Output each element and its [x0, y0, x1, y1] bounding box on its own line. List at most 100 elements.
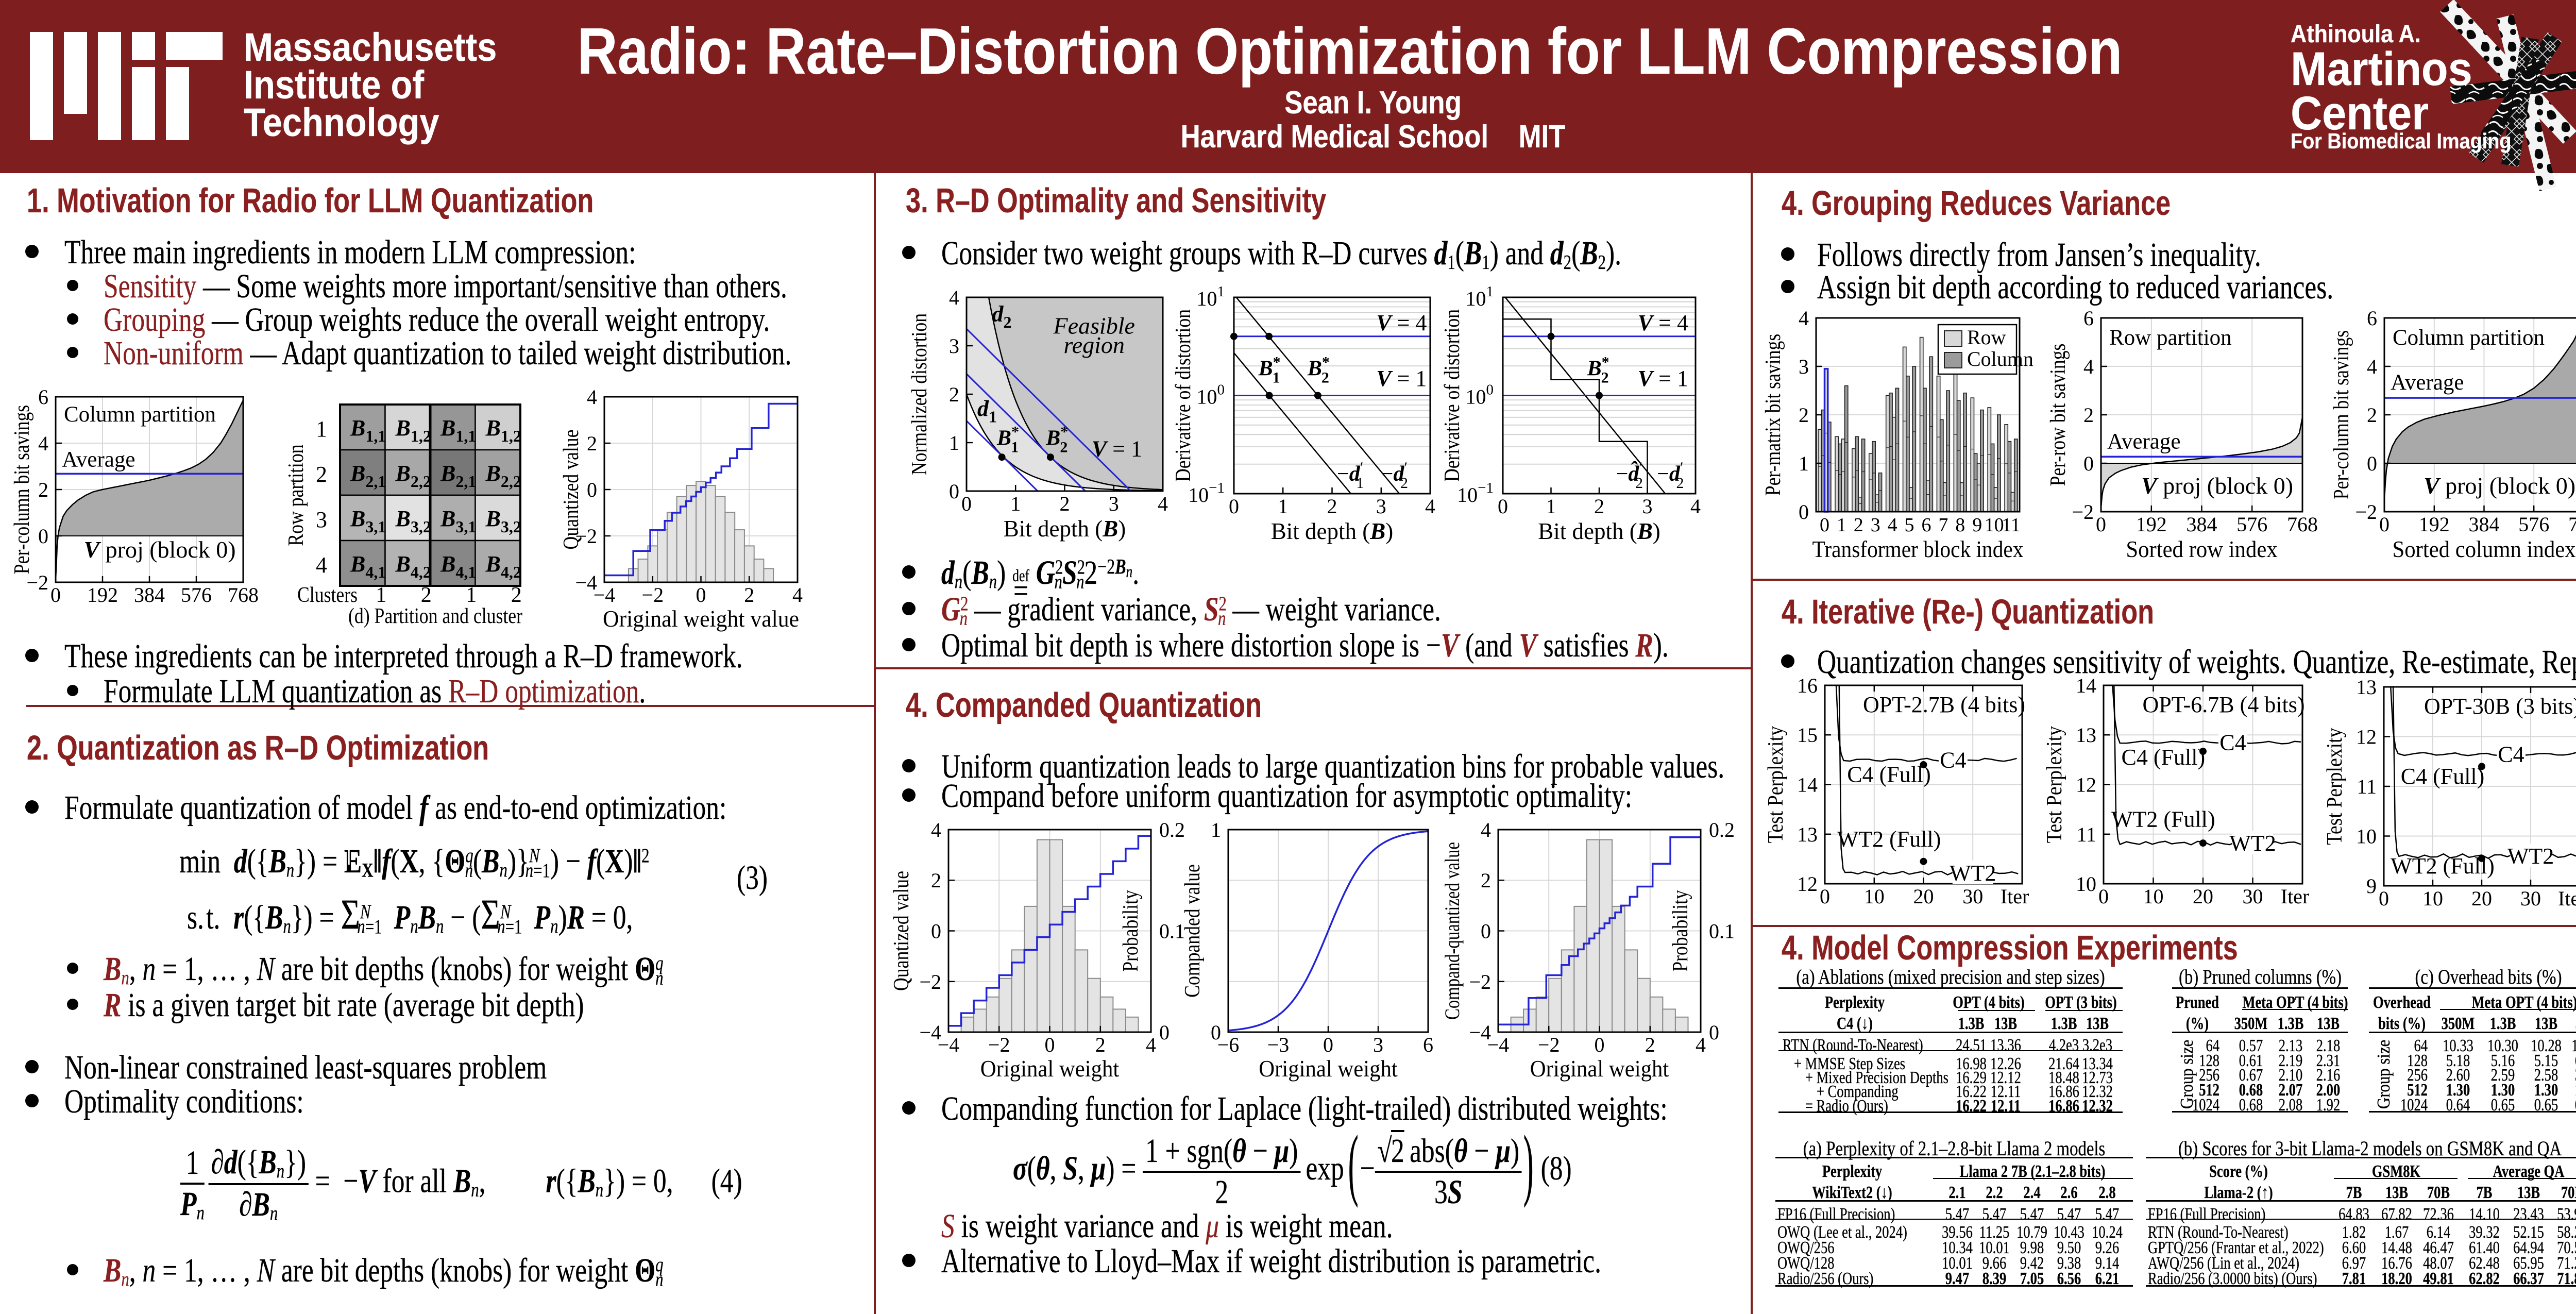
svg-text:3: 3 [1109, 492, 1119, 515]
svg-text:0.1: 0.1 [1159, 920, 1185, 943]
svg-text:0: 0 [961, 492, 972, 515]
svg-text:4: 4 [1158, 492, 1168, 515]
svg-text:2: 2 [1481, 869, 1491, 892]
svg-text:4: 4 [1888, 514, 1897, 536]
svg-text:6: 6 [38, 385, 48, 409]
svg-text:3: 3 [949, 334, 959, 358]
svg-text:0: 0 [2379, 887, 2389, 910]
svg-text:12: 12 [2076, 773, 2096, 797]
svg-text:OPT-30B (3 bits): OPT-30B (3 bits) [2424, 694, 2576, 719]
svg-text:6: 6 [1423, 1033, 1433, 1056]
svg-text:6: 6 [2367, 307, 2377, 330]
svg-text:Companded value: Companded value [1180, 864, 1204, 998]
svg-text:10−1: 10−1 [1457, 480, 1494, 507]
svg-text:OPT-2.7B (4 bits): OPT-2.7B (4 bits) [1863, 692, 2025, 717]
svg-text:0: 0 [38, 525, 48, 548]
svg-text:384: 384 [134, 583, 165, 607]
svg-text:Feasible: Feasible [1053, 313, 1134, 339]
svg-text:3: 3 [316, 507, 327, 532]
svg-text:Average: Average [2391, 370, 2464, 395]
svg-text:13: 13 [2076, 723, 2096, 747]
svg-text:20: 20 [2471, 887, 2492, 910]
svg-text:−d′1: −d′ 1 [1337, 459, 1364, 492]
svg-text:1: 1 [316, 416, 327, 442]
svg-text:1: 1 [466, 583, 477, 607]
svg-text:2: 2 [949, 383, 959, 406]
svg-text:4: 4 [1481, 818, 1491, 841]
svg-text:384: 384 [2469, 513, 2500, 536]
svg-text:Iter: Iter [2001, 885, 2029, 908]
svg-text:16: 16 [1797, 674, 1818, 697]
svg-text:2: 2 [1327, 495, 1337, 518]
svg-text:0: 0 [931, 920, 941, 943]
svg-text:30: 30 [2520, 887, 2541, 910]
svg-text:30: 30 [1962, 885, 1983, 908]
svg-text:0: 0 [1820, 885, 1830, 908]
svg-text:−d̂′2: −d̂′ 2 [1616, 459, 1643, 492]
svg-text:V = 4: V = 4 [1638, 310, 1688, 335]
svg-text:−4: −4 [575, 571, 597, 594]
svg-text:4: 4 [1696, 1033, 1706, 1056]
svg-text:Iter: Iter [2558, 887, 2576, 910]
svg-text:2: 2 [511, 583, 522, 607]
svg-text:2: 2 [2083, 403, 2094, 427]
svg-text:C4 (Full): C4 (Full) [1847, 762, 1931, 787]
svg-text:1: 1 [376, 583, 386, 607]
svg-text:30: 30 [2243, 885, 2263, 908]
svg-text:Average: Average [2107, 429, 2180, 453]
svg-text:Iter: Iter [2281, 885, 2310, 908]
svg-text:WT2: WT2 [2507, 844, 2554, 869]
svg-text:B3,2: B3,2 [395, 506, 431, 536]
svg-text:−2: −2 [988, 1033, 1010, 1056]
svg-text:2: 2 [1060, 492, 1070, 515]
svg-text:0: 0 [1595, 1033, 1605, 1056]
svg-text:Probability: Probability [1118, 890, 1142, 972]
svg-text:Clusters: Clusters [297, 583, 358, 607]
svg-text:−4: −4 [1487, 1033, 1510, 1056]
svg-text:−4: −4 [594, 583, 616, 607]
svg-text:V = 1: V = 1 [1376, 366, 1427, 391]
svg-text:C4: C4 [2498, 742, 2524, 767]
svg-text:13: 13 [2356, 676, 2377, 699]
svg-text:−2: −2 [2072, 500, 2094, 524]
svg-text:9: 9 [1972, 514, 1982, 536]
svg-text:Per-row bit savings: Per-row bit savings [2046, 344, 2070, 486]
svg-text:WT2: WT2 [1950, 861, 1996, 886]
svg-text:−6: −6 [1217, 1033, 1240, 1056]
svg-text:3: 3 [1642, 495, 1653, 518]
svg-text:V proj (block 0): V proj (block 0) [83, 536, 235, 563]
svg-text:768: 768 [228, 583, 259, 607]
svg-text:11: 11 [2357, 775, 2377, 798]
svg-text:B*2: B* 2 [1587, 354, 1609, 386]
svg-text:384: 384 [2187, 513, 2217, 536]
svg-text:2: 2 [1799, 403, 1809, 427]
svg-text:0: 0 [50, 583, 61, 607]
svg-text:−2: −2 [919, 970, 941, 993]
svg-text:Sorted row index: Sorted row index [2126, 537, 2277, 562]
svg-text:768: 768 [2568, 513, 2576, 536]
svg-text:Original weight: Original weight [1530, 1056, 1669, 1082]
svg-text:192: 192 [2136, 513, 2167, 536]
svg-text:576: 576 [181, 583, 212, 607]
svg-text:V proj (block 0): V proj (block 0) [2141, 473, 2293, 499]
svg-text:3: 3 [1373, 1033, 1383, 1056]
svg-text:C4: C4 [1940, 747, 1966, 772]
svg-text:10: 10 [2356, 825, 2377, 848]
svg-text:Probability: Probability [1668, 890, 1692, 972]
svg-text:10: 10 [2422, 887, 2443, 910]
svg-text:4: 4 [316, 552, 327, 578]
svg-text:1: 1 [949, 431, 959, 454]
svg-text:Test Perplexity: Test Perplexity [1763, 726, 1787, 843]
svg-text:0: 0 [949, 480, 959, 503]
svg-text:0: 0 [696, 583, 706, 607]
svg-text:0: 0 [1799, 500, 1809, 524]
svg-text:Original weight: Original weight [1259, 1056, 1397, 1082]
svg-text:4: 4 [792, 583, 803, 607]
svg-text:Derivative of distortion: Derivative of distortion [1171, 309, 1195, 482]
svg-text:101: 101 [1197, 283, 1225, 310]
svg-text:20: 20 [2193, 885, 2213, 908]
svg-text:0.1: 0.1 [1709, 920, 1735, 943]
svg-text:−4: −4 [919, 1021, 941, 1044]
svg-text:0: 0 [2098, 885, 2109, 908]
svg-text:192: 192 [87, 583, 118, 607]
